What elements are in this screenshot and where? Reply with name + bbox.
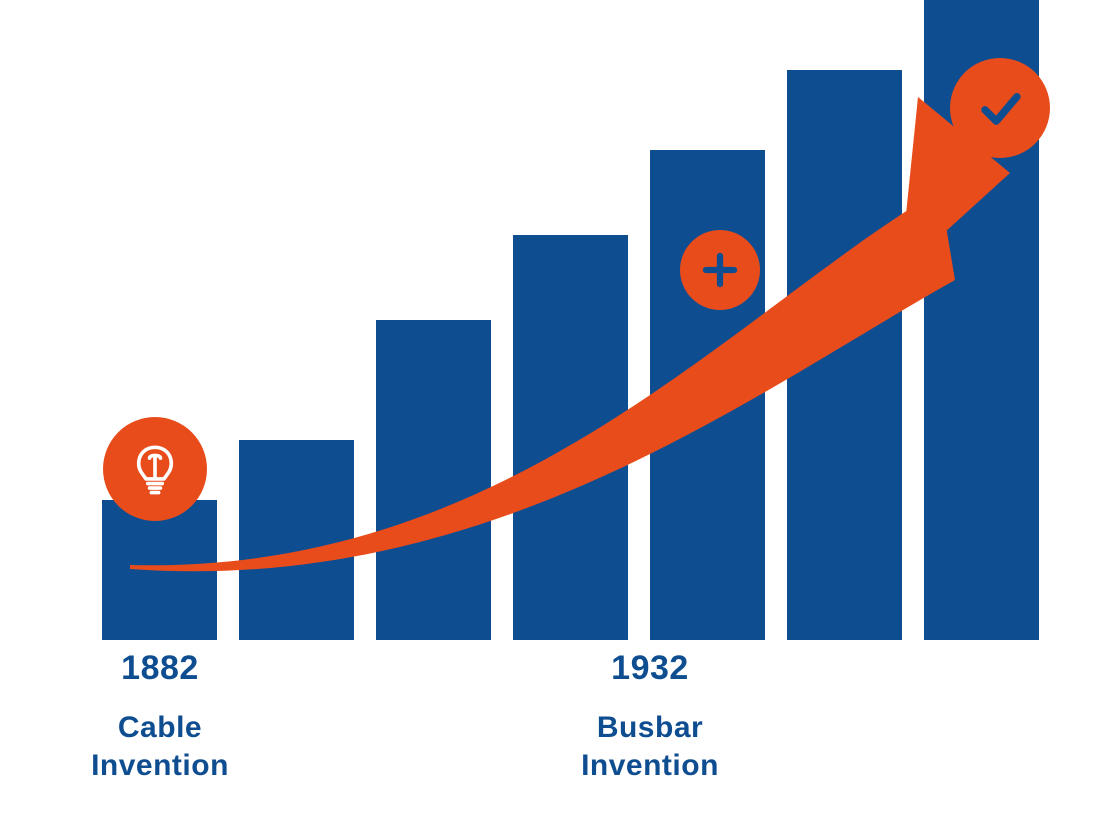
bar-1: [102, 500, 217, 640]
bar-6: [787, 70, 902, 640]
check-icon: [970, 78, 1030, 138]
label-sub-2-line1: Busbar: [597, 711, 703, 744]
label-sub-2: Busbar Invention: [530, 709, 770, 784]
plus-icon: [695, 245, 745, 295]
label-sub-1-line2: Invention: [91, 749, 229, 782]
label-sub-2-line2: Invention: [581, 749, 719, 782]
label-1882: 1882 Cable Invention: [40, 650, 280, 784]
label-sub-1-line1: Cable: [118, 711, 202, 744]
label-year-1: 1882: [40, 650, 280, 687]
bar-chart: [0, 0, 1096, 640]
label-sub-1: Cable Invention: [40, 709, 280, 784]
plus-badge: [680, 230, 760, 310]
bar-3: [376, 320, 491, 640]
bar-2: [239, 440, 354, 640]
label-year-2: 1932: [530, 650, 770, 687]
bar-4: [513, 235, 628, 640]
label-1932: 1932 Busbar Invention: [530, 650, 770, 784]
check-badge: [950, 58, 1050, 158]
bar-5: [650, 150, 765, 640]
lightbulb-badge: [103, 417, 207, 521]
lightbulb-icon: [126, 440, 184, 498]
